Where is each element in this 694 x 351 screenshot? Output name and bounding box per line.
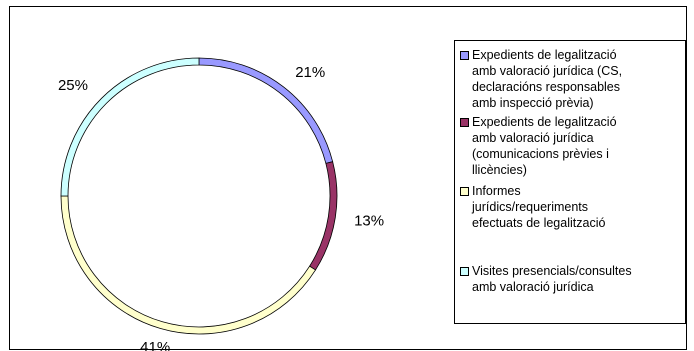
slice-label-expedients-comunicacions: 13%	[354, 213, 384, 230]
slice-label-informes-juridics: 41%	[140, 339, 170, 351]
slice-expedients-comunicacions	[309, 161, 338, 271]
legend-swatch	[460, 267, 469, 276]
slice-visites-presencials	[60, 57, 200, 197]
legend-swatch	[460, 118, 469, 127]
legend: Expedients de legalització amb valoració…	[454, 40, 686, 324]
legend-item-informes-juridics: Informes jurídics/requeriments efectuats…	[460, 183, 690, 231]
legend-label: Informes jurídics/requeriments efectuats…	[472, 184, 606, 230]
legend-label: Expedients de legalització amb valoració…	[472, 115, 617, 177]
slice-informes-juridics	[60, 195, 317, 335]
legend-label: Visites presencials/consultes amb valora…	[472, 264, 632, 294]
slice-label-visites-presencials: 25%	[58, 77, 88, 94]
legend-swatch	[460, 51, 469, 60]
legend-item-expedients-cs: Expedients de legalització amb valoració…	[460, 47, 690, 111]
legend-item-visites-presencials: Visites presencials/consultes amb valora…	[460, 263, 690, 295]
legend-swatch	[460, 187, 469, 196]
legend-label: Expedients de legalització amb valoració…	[472, 48, 623, 110]
slice-label-expedients-cs: 21%	[295, 64, 325, 81]
legend-item-expedients-comunicacions: Expedients de legalització amb valoració…	[460, 114, 690, 178]
